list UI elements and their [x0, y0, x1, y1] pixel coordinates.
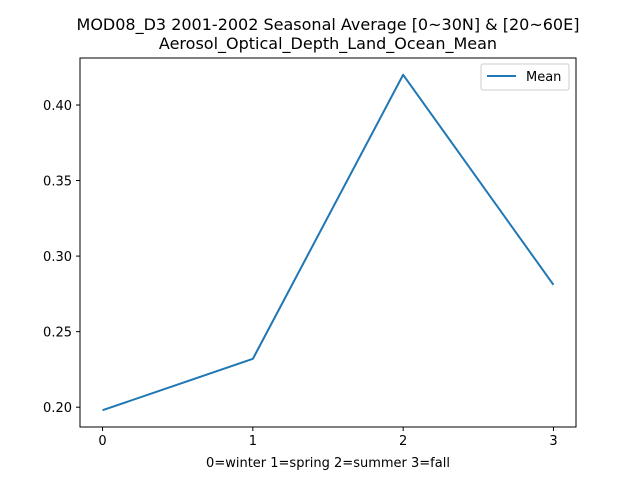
x-tick-label-1: 1	[249, 434, 257, 449]
legend: Mean	[480, 63, 570, 91]
plot-area: 0 1 2 3 0.20 0.25 0.30 0.35 0.40	[43, 57, 577, 449]
axes-frame	[79, 57, 577, 428]
legend-box	[480, 63, 570, 91]
x-axis-label: 0=winter 1=spring 2=summer 3=fall	[206, 456, 450, 471]
chart-subtitle: Aerosol_Optical_Depth_Land_Ocean_Mean	[159, 34, 497, 54]
x-tick-label-2: 2	[399, 434, 407, 449]
y-tick-label-0: 0.20	[43, 401, 72, 416]
x-tick-label-3: 3	[549, 434, 557, 449]
series-line-mean	[102, 73, 555, 412]
chart-title: MOD08_D3 2001-2002 Seasonal Average [0~3…	[77, 15, 580, 35]
legend-label-mean: Mean	[526, 70, 561, 85]
x-tick-label-0: 0	[98, 434, 106, 449]
y-tick-label-3: 0.35	[43, 175, 72, 190]
y-tick-label-2: 0.30	[43, 250, 72, 265]
y-tick-label-1: 0.25	[43, 326, 72, 341]
y-tick-label-4: 0.40	[43, 99, 72, 114]
